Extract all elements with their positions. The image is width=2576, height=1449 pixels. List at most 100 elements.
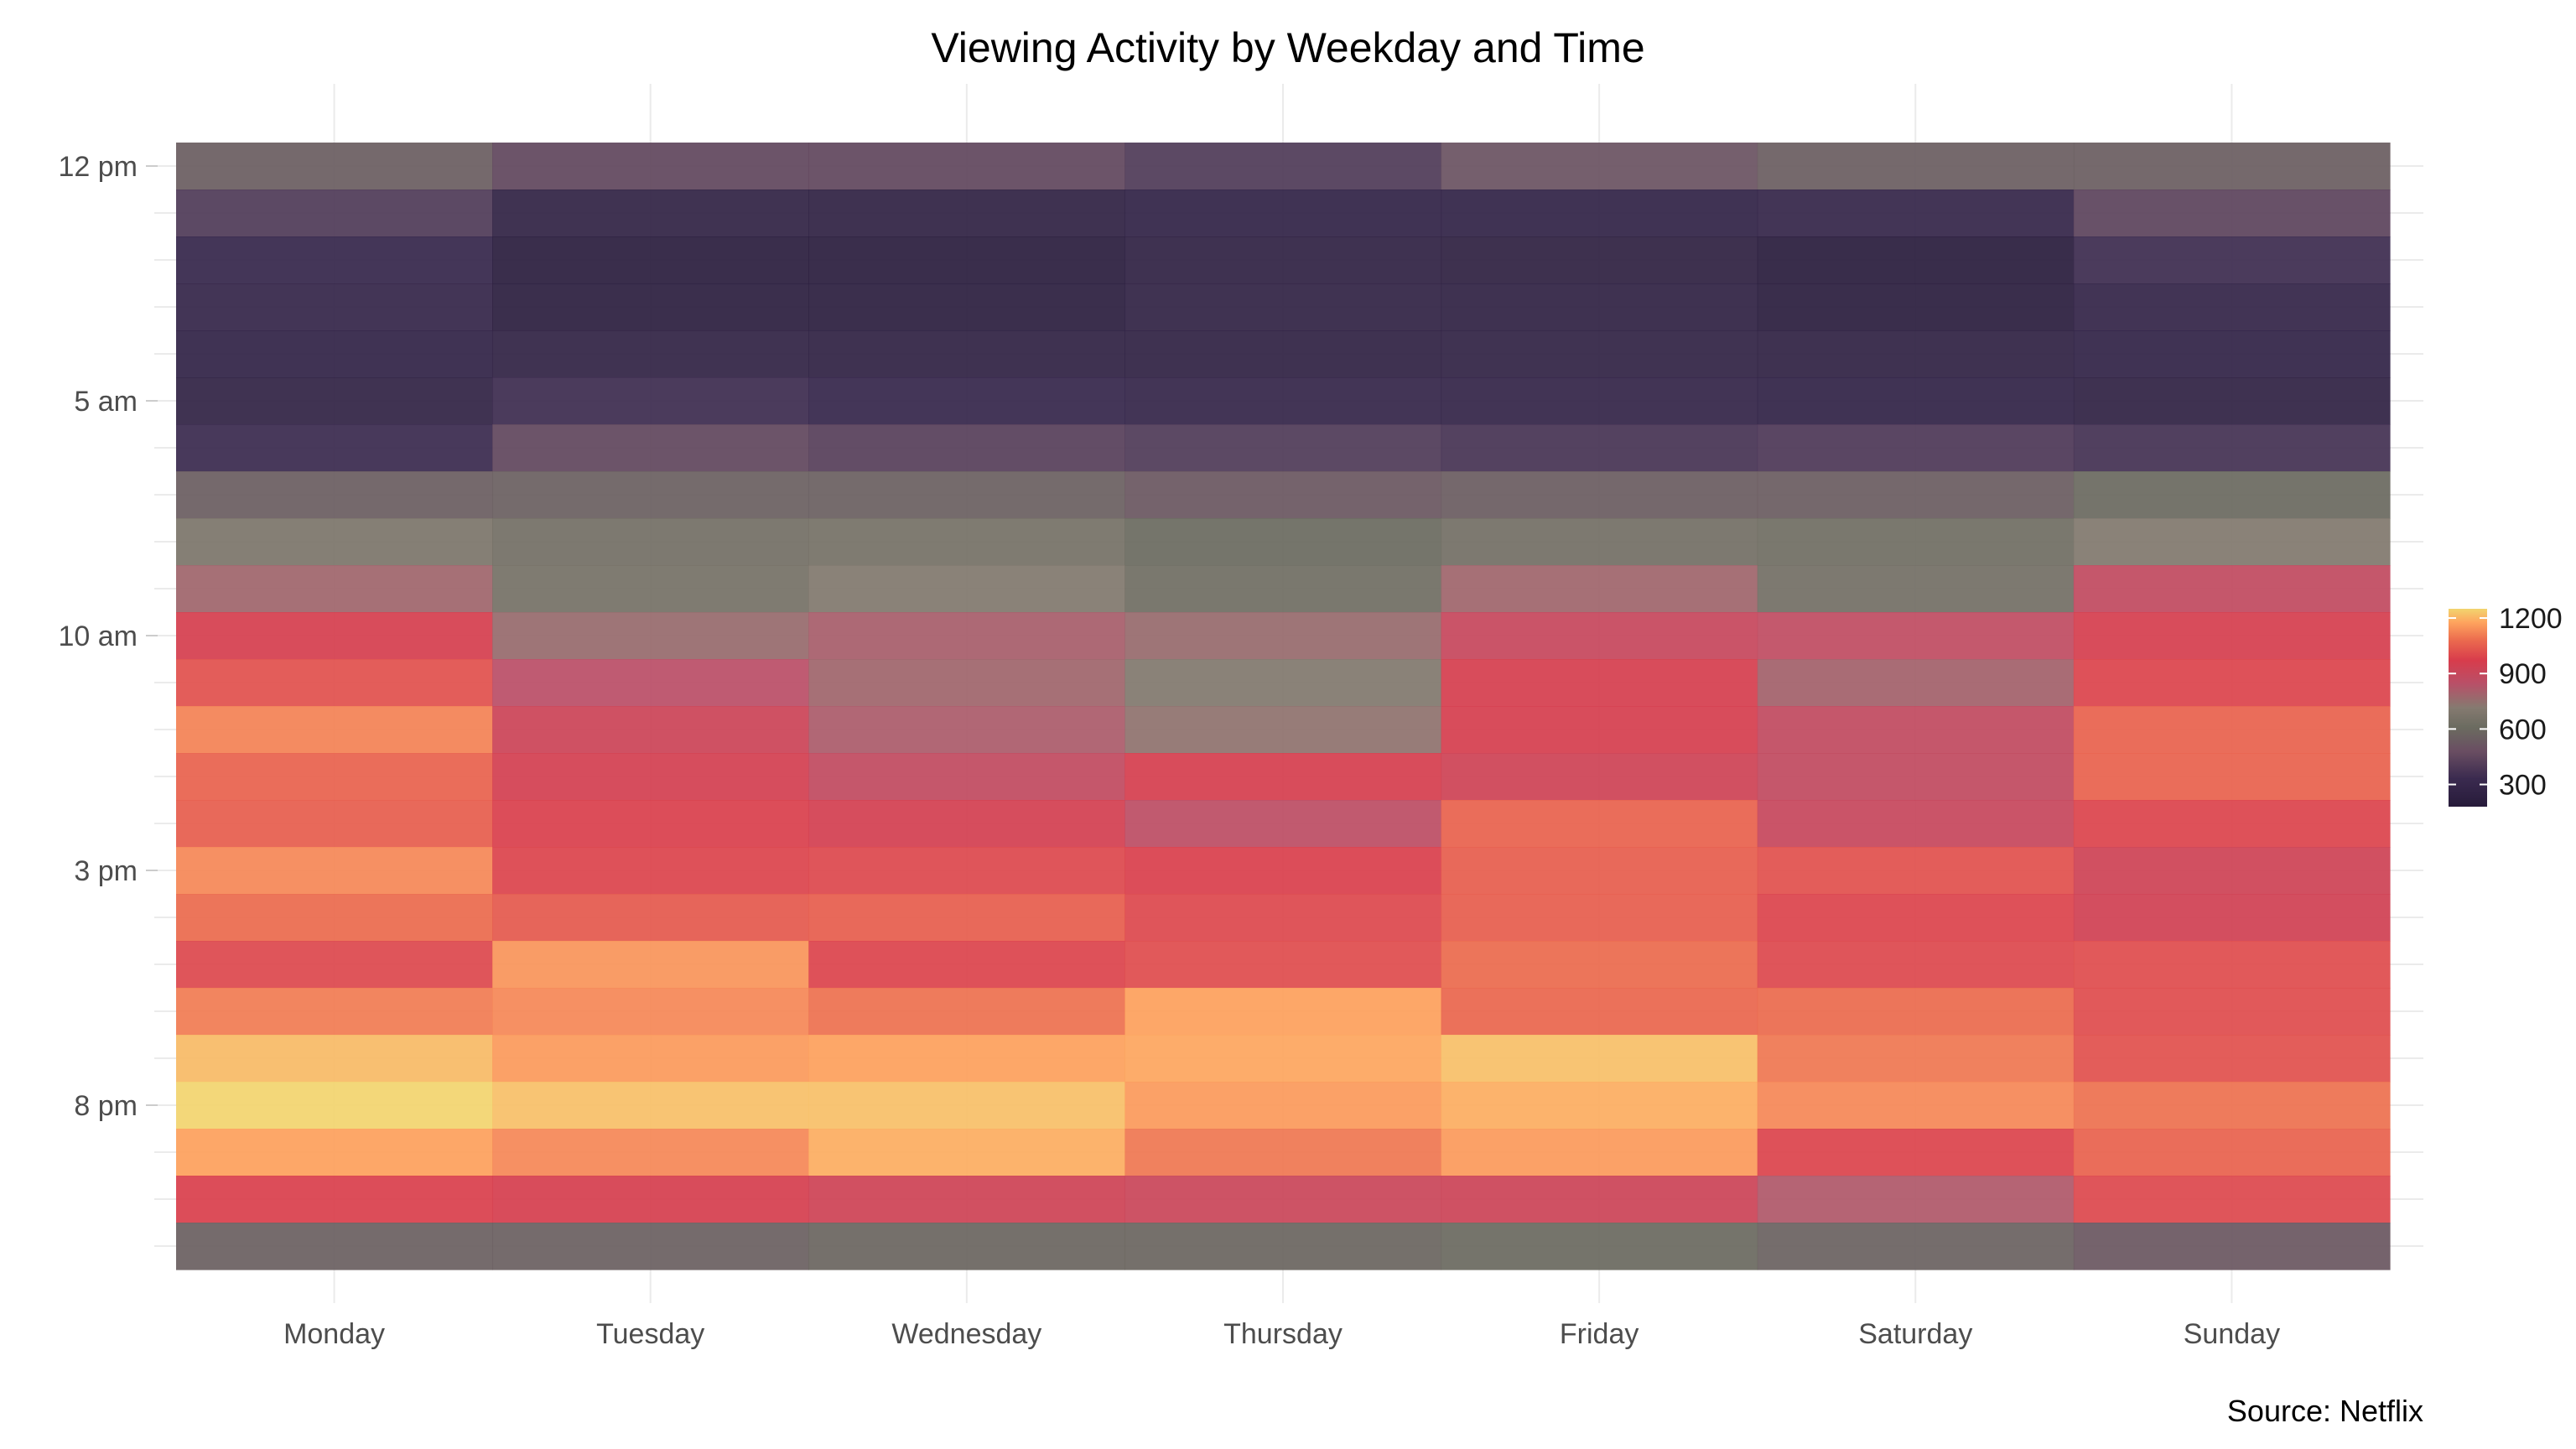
- heatmap-cell: [808, 941, 1126, 989]
- heatmap-cell: [1124, 518, 1442, 566]
- y-tick-label: 12 pm: [59, 151, 138, 183]
- heatmap-cell: [1124, 236, 1442, 284]
- heatmap-cell: [1124, 706, 1442, 754]
- heatmap-cell: [1441, 894, 1758, 942]
- heatmap-cell: [1124, 1082, 1442, 1130]
- heatmap-cell: [1441, 236, 1758, 284]
- heatmap-cell: [1124, 1176, 1442, 1223]
- heatmap-cell: [1757, 659, 2075, 707]
- heatmap-cell: [1441, 1035, 1758, 1083]
- heatmap-cell: [1757, 143, 2075, 190]
- x-tick-label: Thursday: [1223, 1318, 1343, 1350]
- heatmap-cell: [1124, 659, 1442, 707]
- heatmap-cell: [176, 894, 493, 942]
- heatmap-cell: [808, 424, 1126, 472]
- heatmap-cell: [2073, 1129, 2391, 1176]
- heatmap-cell: [492, 659, 809, 707]
- heatmap-cell: [808, 143, 1126, 190]
- heatmap-cell: [2073, 800, 2391, 848]
- heatmap-cell: [2073, 753, 2391, 801]
- heatmap-cell: [1441, 565, 1758, 613]
- heatmap-cell: [2073, 1223, 2391, 1270]
- heatmap-cell: [808, 283, 1126, 331]
- heatmap-cell: [1757, 236, 2075, 284]
- heatmap-cell: [176, 143, 493, 190]
- heatmap-cell: [1441, 706, 1758, 754]
- legend-tick-label: 1200: [2499, 603, 2563, 635]
- heatmap-cell: [176, 941, 493, 989]
- heatmap-cell: [1757, 1223, 2075, 1270]
- heatmap-cell: [176, 847, 493, 895]
- heatmap-cell: [492, 283, 809, 331]
- heatmap-cell: [1124, 143, 1442, 190]
- heatmap-cell: [808, 518, 1126, 566]
- x-tick-label: Sunday: [2184, 1318, 2280, 1350]
- heatmap-cell: [176, 659, 493, 707]
- heatmap-cell: [808, 190, 1126, 237]
- source-caption: Source: Netflix: [2226, 1394, 2423, 1428]
- heatmap-cell: [1124, 753, 1442, 801]
- heatmap-cells: [176, 143, 2391, 1270]
- heatmap-cell: [808, 659, 1126, 707]
- heatmap-cell: [2073, 1082, 2391, 1130]
- heatmap-cell: [1124, 612, 1442, 660]
- y-tick-label: 5 am: [74, 386, 138, 418]
- heatmap-cell: [176, 283, 493, 331]
- heatmap-cell: [176, 1129, 493, 1176]
- heatmap-cell: [1124, 1035, 1442, 1083]
- heatmap-cell: [1757, 190, 2075, 237]
- heatmap-cell: [2073, 988, 2391, 1036]
- heatmap-cell: [1441, 377, 1758, 425]
- heatmap-cell: [1757, 988, 2075, 1036]
- heatmap-cell: [176, 377, 493, 425]
- heatmap-cell: [492, 330, 809, 378]
- heatmap-cell: [1124, 424, 1442, 472]
- x-tick-label: Friday: [1560, 1318, 1639, 1350]
- heatmap-cell: [808, 894, 1126, 942]
- heatmap-cell: [176, 236, 493, 284]
- heatmap-cell: [1124, 800, 1442, 848]
- heatmap-cell: [1124, 565, 1442, 613]
- heatmap-cell: [492, 612, 809, 660]
- heatmap-cell: [1757, 800, 2075, 848]
- heatmap-cell: [1124, 894, 1442, 942]
- heatmap-cell: [1757, 753, 2075, 801]
- heatmap-cell: [1124, 283, 1442, 331]
- heatmap-cell: [2073, 471, 2391, 519]
- heatmap-cell: [176, 753, 493, 801]
- chart-title: Viewing Activity by Weekday and Time: [931, 24, 1645, 71]
- heatmap-cell: [1757, 518, 2075, 566]
- heatmap-cell: [1441, 471, 1758, 519]
- heatmap-cell: [1441, 1176, 1758, 1223]
- heatmap-cell: [1124, 847, 1442, 895]
- y-axis-ticks: 12 pm 5 am 10 am 3 pm 8 pm: [59, 151, 158, 1122]
- heatmap-cell: [808, 988, 1126, 1036]
- heatmap-cell: [1441, 1223, 1758, 1270]
- heatmap-cell: [176, 1035, 493, 1083]
- heatmap-cell: [808, 236, 1126, 284]
- x-axis-ticks: Monday Tuesday Wednesday Thursday Friday Satu…: [283, 1318, 2280, 1350]
- heatmap-cell: [2073, 518, 2391, 566]
- heatmap-cell: [1757, 894, 2075, 942]
- heatmap-cell: [176, 706, 493, 754]
- heatmap-cell: [492, 753, 809, 801]
- heatmap-cell: [176, 1176, 493, 1223]
- heatmap-cell: [1441, 283, 1758, 331]
- heatmap-cell: [2073, 847, 2391, 895]
- heatmap-cell: [1124, 988, 1442, 1036]
- heatmap-cell: [808, 1223, 1126, 1270]
- x-tick-label: Saturday: [1858, 1318, 1972, 1350]
- heatmap-cell: [1441, 143, 1758, 190]
- heatmap-cell: [492, 377, 809, 425]
- heatmap-cell: [1124, 330, 1442, 378]
- heatmap-cell: [1757, 706, 2075, 754]
- heatmap-cell: [808, 1176, 1126, 1223]
- legend-tick-label: 900: [2499, 658, 2547, 690]
- heatmap-cell: [1124, 941, 1442, 989]
- heatmap-cell: [176, 565, 493, 613]
- heatmap-cell: [2073, 941, 2391, 989]
- heatmap-cell: [1441, 424, 1758, 472]
- heatmap-cell: [2073, 659, 2391, 707]
- heatmap-cell: [492, 424, 809, 472]
